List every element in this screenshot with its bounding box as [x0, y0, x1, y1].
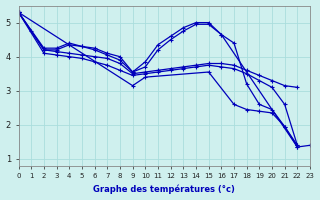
X-axis label: Graphe des températures (°c): Graphe des températures (°c): [93, 185, 235, 194]
